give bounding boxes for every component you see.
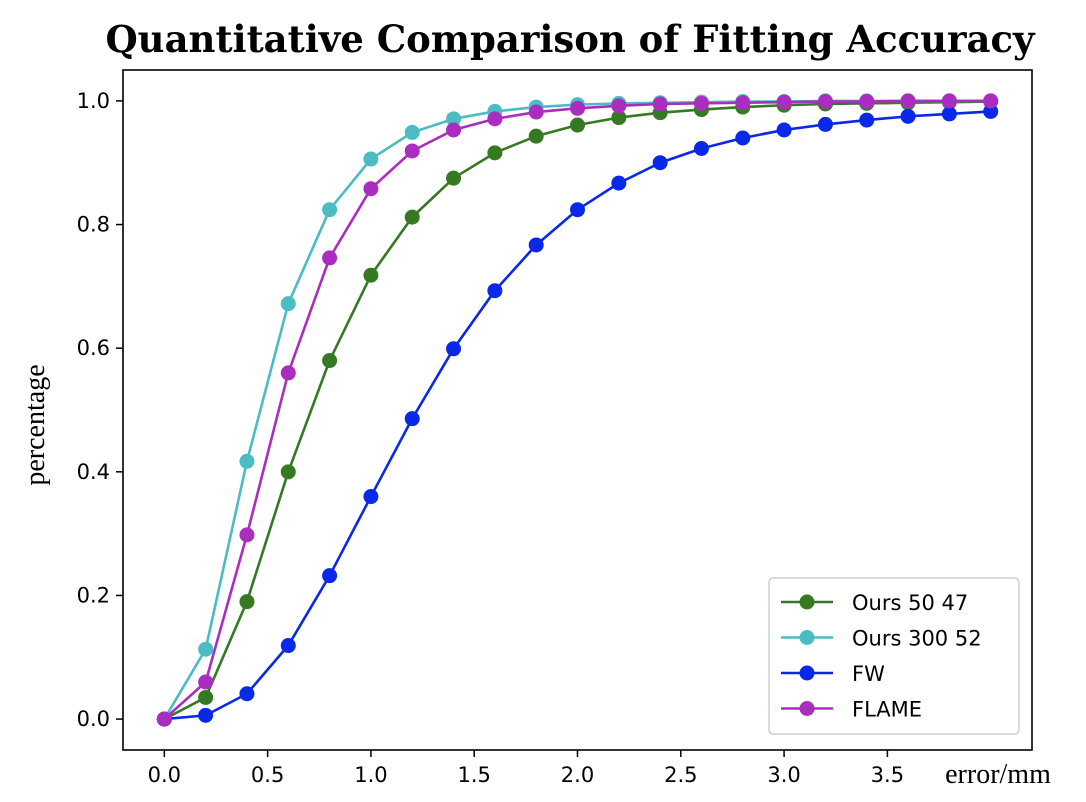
data-point-fw [735,130,751,146]
legend-marker-flame [799,701,815,716]
data-point-fw [900,108,916,124]
data-point-fw [983,103,999,119]
data-point-fw [487,283,503,299]
y-tick-label: 0.6 [77,336,110,360]
data-point-ours-50-47 [280,464,296,480]
data-point-ours-300-52 [198,641,214,657]
legend: Ours 50 47 Ours 300 52 FW FLAME [768,577,1020,735]
data-point-ours-50-47 [487,145,503,161]
data-point-flame [239,527,255,543]
data-point-ours-50-47 [239,594,255,610]
x-axis-label: error/mm [945,759,1051,790]
data-point-flame [322,250,338,266]
y-tick-label: 0.8 [77,213,110,237]
legend-marker-ours-50-47 [799,594,815,610]
series-flame [156,93,999,727]
data-point-ours-300-52 [404,124,420,140]
legend-marker-fw [799,665,815,681]
data-point-flame [611,98,627,114]
legend-label-flame: FLAME [852,698,922,722]
x-axis-ticks: 0.0 0.5 1.0 1.5 2.0 2.5 3.0 3.5 [148,750,904,787]
data-point-flame [652,96,668,112]
data-point-flame [528,104,544,120]
data-point-flame [487,111,503,127]
data-point-fw [693,141,709,157]
data-point-flame [363,181,379,197]
data-point-fw [859,112,875,128]
data-point-flame [693,95,709,111]
data-point-ours-300-52 [239,453,255,469]
data-point-fw [404,411,420,427]
data-point-fw [817,116,833,132]
y-tick-label: 0.0 [77,707,110,731]
data-point-fw [280,638,296,654]
y-axis-label: percentage [20,364,51,485]
data-point-fw [528,237,544,253]
data-point-flame [404,143,420,159]
data-point-flame [280,365,296,381]
x-tick-label: 0.5 [251,763,284,787]
data-point-ours-50-47 [198,689,214,705]
legend-marker-ours-300-52 [799,630,815,645]
x-tick-label: 1.5 [458,763,491,787]
data-point-fw [363,489,379,505]
y-tick-label: 1.0 [77,89,110,113]
legend-label-fw: FW [852,662,885,686]
y-axis-ticks: 0.0 0.2 0.4 0.6 0.8 1.0 [77,89,123,731]
data-point-fw [239,686,255,702]
data-point-ours-300-52 [322,202,338,218]
data-point-ours-50-47 [446,170,462,186]
data-point-flame [941,93,957,109]
data-point-fw [776,122,792,138]
y-tick-label: 0.4 [77,460,110,484]
x-tick-label: 2.0 [561,763,594,787]
legend-label-ours-300-52: Ours 300 52 [852,627,982,651]
y-tick-label: 0.2 [77,583,110,607]
x-tick-label: 0.0 [148,763,181,787]
data-point-flame [156,711,172,727]
data-point-ours-50-47 [528,128,544,144]
legend-box [768,577,1020,735]
legend-label-ours-50-47: Ours 50 47 [852,591,968,615]
data-point-fw [446,341,462,357]
data-point-fw [941,106,957,122]
data-point-flame [198,674,214,690]
data-point-flame [859,94,875,110]
data-point-ours-50-47 [322,353,338,369]
series-layer [156,93,999,727]
data-point-ours-300-52 [280,296,296,312]
data-point-flame [570,100,585,116]
data-point-ours-50-47 [404,209,420,225]
x-tick-label: 1.0 [354,763,387,787]
data-point-flame [900,93,916,109]
data-point-flame [983,93,999,109]
data-point-fw [322,568,338,584]
x-tick-label: 3.0 [767,763,800,787]
data-point-flame [446,122,462,138]
data-point-fw [198,707,214,723]
data-point-fw [570,202,585,218]
data-point-flame [817,94,833,110]
legend-items: Ours 50 47 Ours 300 52 FW FLAME [781,591,982,722]
x-tick-label: 3.5 [871,763,904,787]
data-point-ours-50-47 [611,110,627,126]
data-point-flame [776,94,792,110]
data-point-fw [611,175,627,191]
data-point-ours-300-52 [363,151,379,167]
x-tick-label: 2.5 [664,763,697,787]
data-point-flame [735,95,751,111]
data-point-ours-50-47 [570,117,585,133]
data-point-ours-50-47 [363,267,379,283]
data-point-fw [652,155,668,171]
chart-title: Quantitative Comparison of Fitting Accur… [105,17,1036,61]
data-point-ours-300-52 [446,111,462,127]
